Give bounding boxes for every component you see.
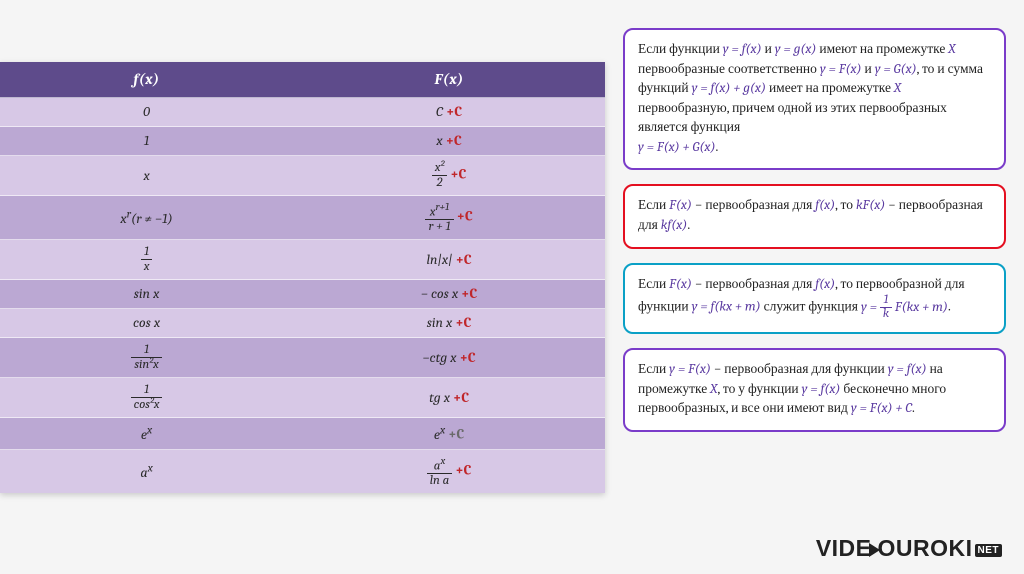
brand-part2: OUROKI	[878, 535, 973, 561]
table-header-row: f(x) F(x)	[0, 62, 605, 98]
table-row: 0C +C	[0, 98, 605, 127]
cell-big-f: xr+1r + 1 +C	[293, 196, 605, 240]
rule-sum: Если функции y = f(x) и y = g(x) имеют н…	[623, 28, 1006, 170]
rules-panel: Если функции y = f(x) и y = g(x) имеют н…	[623, 28, 1006, 432]
cell-big-f: sin x +C	[293, 309, 605, 338]
table-row: 1sin²x−ctg x +C	[0, 338, 605, 378]
cell-big-f: x²2 +C	[293, 156, 605, 196]
table-row: 1xln|x| +C	[0, 240, 605, 280]
cell-f: cos x	[0, 309, 293, 338]
cell-big-f: −ctg x +C	[293, 338, 605, 378]
cell-f: 1cos²x	[0, 378, 293, 418]
rule-linear-substitution: Если F(x) − первообразная для f(x), то п…	[623, 263, 1006, 335]
cell-big-f: tg x +C	[293, 378, 605, 418]
brand-net: NET	[975, 544, 1003, 557]
cell-big-f: axln a +C	[293, 450, 605, 494]
rule-general-antiderivative: Если y = F(x) − первообразная для функци…	[623, 348, 1006, 432]
cell-f: 1	[0, 127, 293, 156]
table-row: cos xsin x +C	[0, 309, 605, 338]
rule-constant-multiple: Если F(x) − первообразная для f(x), то k…	[623, 184, 1006, 248]
cell-big-f: − cos x +C	[293, 280, 605, 309]
table-row: 1x +C	[0, 127, 605, 156]
col-head-f: f(x)	[0, 62, 293, 98]
cell-big-f: ex +C	[293, 418, 605, 450]
table-row: xx²2 +C	[0, 156, 605, 196]
table-row: sin x− cos x +C	[0, 280, 605, 309]
antiderivative-table: f(x) F(x) 0C +C1x +Cxx²2 +Cxr(r ≠ −1)xr+…	[0, 62, 605, 493]
brand-part1: VIDE	[816, 535, 872, 561]
cell-big-f: C +C	[293, 98, 605, 127]
table-row: xr(r ≠ −1)xr+1r + 1 +C	[0, 196, 605, 240]
cell-big-f: x +C	[293, 127, 605, 156]
cell-f: x	[0, 156, 293, 196]
table-row: axaxln a +C	[0, 450, 605, 494]
cell-big-f: ln|x| +C	[293, 240, 605, 280]
cell-f: ex	[0, 418, 293, 450]
cell-f: 1sin²x	[0, 338, 293, 378]
cell-f: ax	[0, 450, 293, 494]
table-row: 1cos²xtg x +C	[0, 378, 605, 418]
brand-logo: VIDEOUROKINET	[816, 535, 1002, 562]
table: f(x) F(x) 0C +C1x +Cxx²2 +Cxr(r ≠ −1)xr+…	[0, 62, 605, 493]
cell-f: sin x	[0, 280, 293, 309]
cell-f: 0	[0, 98, 293, 127]
cell-f: xr(r ≠ −1)	[0, 196, 293, 240]
cell-f: 1x	[0, 240, 293, 280]
col-head-big-f: F(x)	[293, 62, 605, 98]
table-row: exex +C	[0, 418, 605, 450]
